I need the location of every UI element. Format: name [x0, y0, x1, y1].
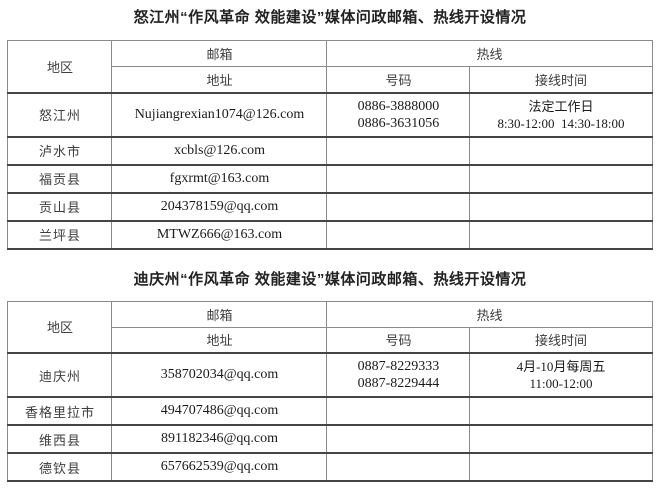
empty-time-cell	[469, 396, 653, 426]
time-line-1: 法定工作日	[528, 98, 594, 114]
number-cell: 0886-3888000 0886-3631056	[326, 91, 471, 137]
table-row: 怒江州 Nujiangrexian1074@126.com 0886-38880…	[7, 91, 653, 137]
empty-time-cell	[469, 452, 653, 482]
header-time: 接线时间	[469, 326, 653, 354]
address-cell: xcbls@126.com	[111, 135, 328, 165]
number-line-2: 0887-8229444	[357, 376, 440, 391]
region-cell: 兰坪县	[7, 219, 113, 250]
time-cell: 4月-10月每周五 11:00-12:00	[469, 352, 653, 398]
address-cell: MTWZ666@163.com	[111, 219, 328, 250]
region-cell: 泸水市	[7, 135, 113, 165]
header-time: 接线时间	[469, 66, 653, 93]
empty-time-cell	[469, 163, 653, 193]
diqing-table: 地区 邮箱 热线 地址 号码 接线时间 迪庆州 358702034@qq.com…	[7, 300, 653, 482]
empty-number-cell	[326, 163, 471, 193]
address-cell: fgxrmt@163.com	[111, 163, 328, 193]
time-line-1: 4月-10月每周五	[516, 359, 606, 374]
address-cell: 204378159@qq.com	[111, 191, 328, 221]
empty-time-cell	[469, 219, 653, 250]
empty-number-cell	[326, 396, 471, 426]
region-cell: 香格里拉市	[7, 396, 113, 426]
header-number: 号码	[326, 326, 471, 354]
table-row: 德钦县 657662539@qq.com	[7, 452, 653, 482]
address-cell: 891182346@qq.com	[111, 424, 328, 454]
table2-header: 地区 邮箱 热线 地址 号码 接线时间	[7, 300, 653, 354]
empty-time-cell	[469, 135, 653, 165]
empty-number-cell	[326, 135, 471, 165]
empty-number-cell	[326, 219, 471, 250]
time-line-2: 11:00-12:00	[529, 376, 593, 391]
region-cell: 贡山县	[7, 191, 113, 221]
empty-time-cell	[469, 424, 653, 454]
number-line-1: 0886-3888000	[357, 98, 440, 114]
table2-title: 迪庆州“作风革命 效能建设”媒体问政邮箱、热线开设情况	[133, 270, 527, 288]
header-region: 地区	[7, 40, 113, 93]
region-cell: 福贡县	[7, 163, 113, 193]
header-mailbox-group: 邮箱	[111, 40, 328, 67]
table-row: 福贡县 fgxrmt@163.com	[7, 163, 653, 193]
table-row: 维西县 891182346@qq.com	[7, 424, 653, 454]
table-row: 泸水市 xcbls@126.com	[7, 135, 653, 165]
empty-number-cell	[326, 452, 471, 482]
table1-header: 地区 邮箱 热线 地址 号码 接线时间	[7, 40, 653, 93]
header-hotline-group: 热线	[326, 300, 653, 328]
time-cell: 法定工作日 8:30-12:00 14:30-18:00	[469, 91, 653, 137]
number-line-2: 0886-3631056	[357, 115, 440, 131]
header-region: 地区	[7, 300, 113, 354]
region-cell: 迪庆州	[7, 352, 113, 398]
table1-title: 怒江州“作风革命 效能建设”媒体问政邮箱、热线开设情况	[133, 9, 527, 26]
region-cell: 维西县	[7, 424, 113, 454]
region-cell: 德钦县	[7, 452, 113, 482]
region-cell: 怒江州	[7, 91, 113, 137]
address-cell: 657662539@qq.com	[111, 452, 328, 482]
empty-number-cell	[326, 424, 471, 454]
table-row: 贡山县 204378159@qq.com	[7, 191, 653, 221]
nujiang-table: 地区 邮箱 热线 地址 号码 接线时间 怒江州 Nujiangrexian107…	[7, 40, 653, 250]
table-row: 迪庆州 358702034@qq.com 0887-8229333 0887-8…	[7, 352, 653, 398]
address-cell: Nujiangrexian1074@126.com	[111, 91, 328, 137]
address-cell: 494707486@qq.com	[111, 396, 328, 426]
header-address: 地址	[111, 326, 328, 354]
address-cell: 358702034@qq.com	[111, 352, 328, 398]
empty-time-cell	[469, 191, 653, 221]
table-row: 香格里拉市 494707486@qq.com	[7, 396, 653, 426]
header-hotline-group: 热线	[326, 40, 653, 67]
time-line-2: 8:30-12:00 14:30-18:00	[497, 115, 625, 131]
number-line-1: 0887-8229333	[357, 359, 440, 374]
header-address: 地址	[111, 66, 328, 93]
header-mailbox-group: 邮箱	[111, 300, 328, 328]
table-row: 兰坪县 MTWZ666@163.com	[7, 219, 653, 250]
empty-number-cell	[326, 191, 471, 221]
header-number: 号码	[326, 66, 471, 93]
number-cell: 0887-8229333 0887-8229444	[326, 352, 471, 398]
